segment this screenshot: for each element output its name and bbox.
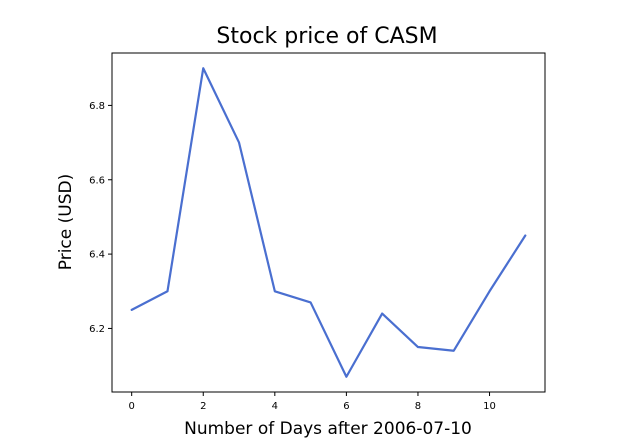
x-axis-label: Number of Days after 2006-07-10	[184, 419, 472, 439]
x-tick-label: 2	[200, 401, 206, 412]
plot-frame	[111, 52, 546, 393]
y-tick-label: 6.8	[89, 101, 105, 112]
y-tick-label: 6.6	[89, 175, 105, 186]
y-axis-ticks: 6.2 6.4 6.6 6.8	[89, 101, 112, 335]
x-axis-ticks: 0 2 4 6 8 10	[128, 392, 496, 412]
x-tick-label: 6	[343, 401, 349, 412]
price-series-line	[130, 67, 527, 378]
x-tick-label: 10	[483, 401, 496, 412]
x-tick-label: 0	[128, 401, 134, 412]
x-tick-label: 4	[272, 401, 278, 412]
x-tick-label: 8	[415, 401, 421, 412]
plot-area: 0 2 4 6 8 10 6.2 6.4 6.6 6.8	[89, 52, 546, 412]
y-axis-label: Price (USD)	[56, 174, 76, 270]
y-tick-label: 6.2	[89, 324, 105, 335]
y-tick-label: 6.4	[89, 250, 105, 261]
chart-title: Stock price of CASM	[216, 24, 437, 49]
